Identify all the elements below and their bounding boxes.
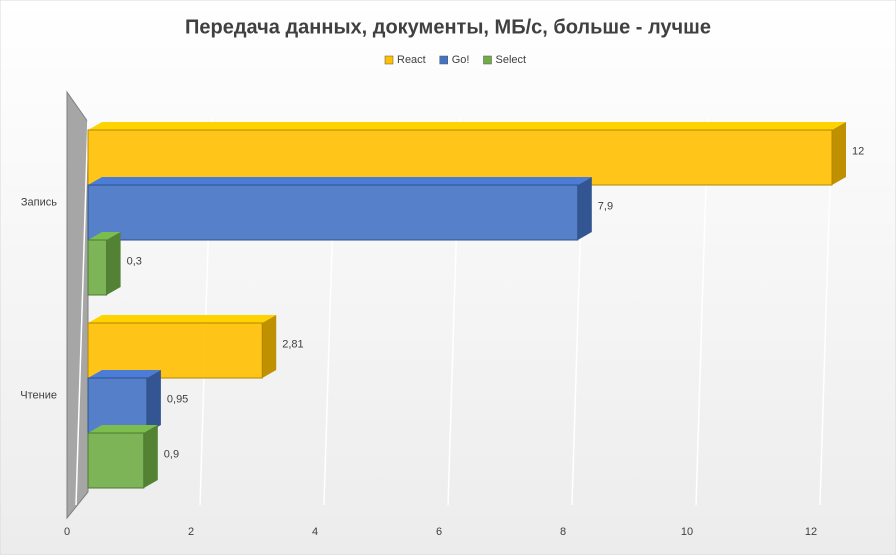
- bar: [87, 239, 108, 296]
- bar: [87, 184, 579, 241]
- legend-swatch: [483, 55, 492, 65]
- bar-side: [832, 122, 846, 185]
- value-label: 12: [852, 145, 864, 157]
- bar: [87, 432, 145, 489]
- legend-label: Go!: [452, 54, 470, 66]
- x-tick-label: 10: [681, 526, 693, 538]
- bar: [87, 322, 263, 379]
- legend-swatch: [439, 55, 448, 65]
- y-tick-label: Запись: [21, 196, 57, 208]
- value-label: 7,9: [598, 200, 613, 212]
- legend-label: React: [397, 54, 426, 66]
- bar: [87, 377, 148, 434]
- bar-side: [262, 315, 277, 378]
- value-label: 0,95: [167, 393, 188, 405]
- bar-side: [143, 425, 158, 488]
- bar-side: [577, 177, 592, 240]
- bar-top: [88, 177, 592, 185]
- value-label: 0,9: [164, 448, 179, 460]
- x-tick-label: 6: [436, 526, 442, 538]
- value-label: 2,81: [282, 338, 303, 350]
- legend-swatch: [384, 55, 394, 65]
- x-tick-label: 4: [312, 526, 318, 538]
- legend-label: Select: [495, 54, 526, 66]
- bar-side: [146, 370, 161, 433]
- value-label: 0,3: [127, 255, 142, 267]
- back-wall: [66, 90, 89, 520]
- y-tick-label: Чтение: [20, 389, 57, 401]
- x-tick-label: 12: [805, 526, 817, 538]
- x-tick-label: 0: [64, 526, 70, 538]
- x-tick-label: 2: [188, 526, 194, 538]
- x-tick-label: 8: [560, 526, 566, 538]
- bar-top: [88, 315, 277, 323]
- bar-top: [88, 232, 121, 240]
- bar: [87, 129, 833, 186]
- chart-title: Передача данных, документы, МБ/с, больше…: [185, 16, 711, 38]
- bar-side: [106, 232, 121, 295]
- grid-line: [75, 117, 89, 506]
- bar-top: [88, 122, 846, 130]
- bar-top: [88, 425, 158, 433]
- bar-top: [88, 370, 161, 378]
